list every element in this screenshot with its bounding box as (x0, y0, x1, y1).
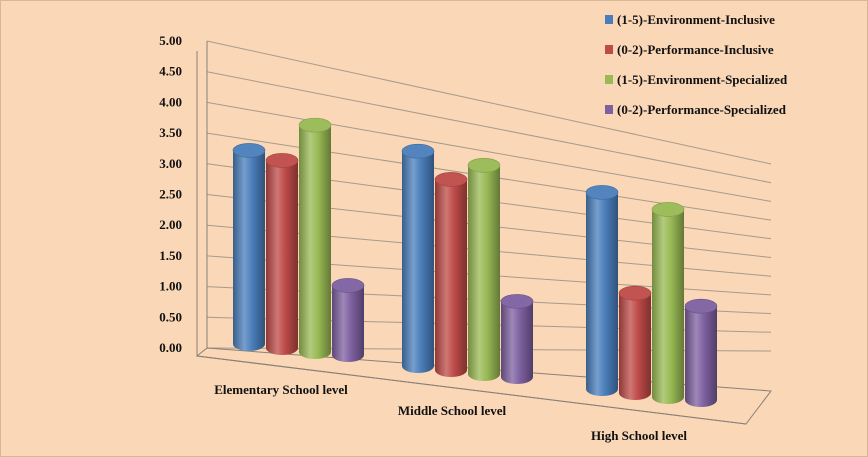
bar[interactable] (685, 306, 717, 407)
bar-top (331, 278, 365, 293)
bar-top (651, 202, 685, 217)
legend-item: (0-2)-Performance-Specialized (617, 102, 787, 117)
y-tick-label: 5.00 (159, 33, 182, 48)
legend-item: (1-5)-Environment-Specialized (617, 72, 788, 87)
bar[interactable] (619, 293, 651, 400)
bar[interactable] (586, 192, 618, 396)
y-tick-label: 1.50 (159, 248, 182, 263)
bar[interactable] (266, 160, 298, 355)
y-tick-label: 4.50 (159, 64, 182, 79)
gridline (206, 71, 772, 184)
legend-item: (0-2)-Performance-Inclusive (617, 42, 774, 57)
y-tick-label: 0.50 (159, 309, 182, 324)
bar[interactable] (652, 209, 684, 404)
bar-top (265, 153, 299, 168)
bars (232, 117, 718, 407)
bar[interactable] (299, 125, 331, 359)
legend-swatch (605, 15, 613, 24)
bar-top (684, 298, 718, 314)
legend: (1-5)-Environment-Inclusive (0-2)-Perform… (605, 12, 788, 117)
legend-item: (1-5)-Environment-Inclusive (617, 12, 775, 27)
y-tick-label: 0.00 (159, 340, 182, 355)
legend-swatch (605, 75, 613, 84)
bar[interactable] (233, 150, 265, 351)
bar[interactable] (402, 151, 434, 373)
bar-top (232, 143, 266, 158)
bar-top (467, 157, 501, 173)
bar-top (618, 285, 652, 301)
y-tick-label: 4.00 (159, 94, 182, 109)
bar-top (500, 294, 534, 309)
gridline (206, 101, 772, 202)
y-tick-label: 1.00 (159, 279, 182, 294)
legend-swatch (605, 45, 613, 54)
bar[interactable] (501, 301, 533, 384)
bar[interactable] (332, 285, 364, 362)
bar-top (401, 143, 435, 159)
y-tick-label: 2.50 (159, 187, 182, 202)
x-category-label: Middle School level (398, 403, 507, 418)
x-axis-line (196, 355, 747, 425)
x-category-label: High School level (591, 428, 687, 443)
gridline (206, 40, 772, 165)
bar[interactable] (435, 179, 467, 377)
bar[interactable] (468, 165, 500, 381)
legend-swatch (605, 105, 613, 114)
bar-top (298, 117, 332, 133)
y-tick-label: 3.50 (159, 125, 182, 140)
x-category-label: Elementary School level (214, 382, 348, 397)
y-tick-label: 3.00 (159, 156, 182, 171)
bar-top (585, 185, 619, 200)
bar-top (434, 172, 468, 187)
y-tick-label: 2.00 (159, 217, 182, 232)
